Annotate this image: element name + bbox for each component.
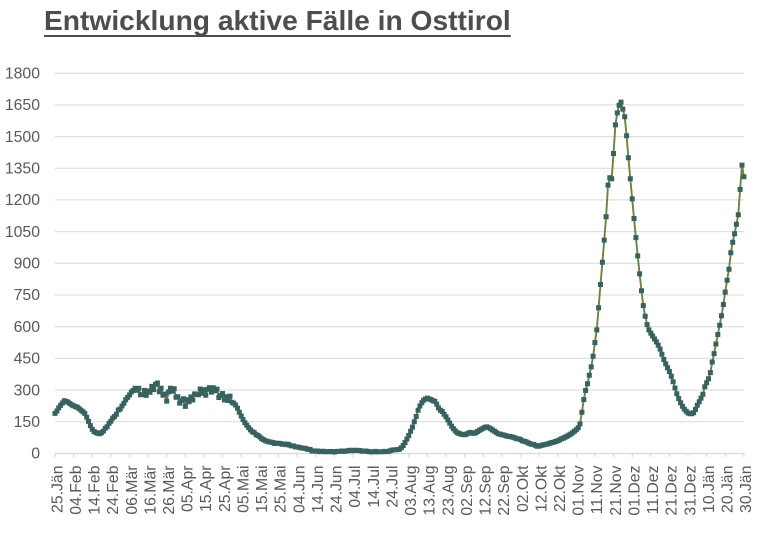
svg-text:04.Jul: 04.Jul xyxy=(347,466,364,508)
svg-text:04.Feb: 04.Feb xyxy=(68,465,85,514)
svg-text:1350: 1350 xyxy=(5,160,40,177)
svg-text:750: 750 xyxy=(14,287,41,304)
svg-text:21.Nov: 21.Nov xyxy=(608,465,625,515)
svg-text:15.Apr: 15.Apr xyxy=(198,466,215,513)
svg-text:0: 0 xyxy=(31,446,40,463)
svg-text:1650: 1650 xyxy=(5,97,40,114)
svg-text:04.Jun: 04.Jun xyxy=(291,466,308,513)
svg-text:01.Nov: 01.Nov xyxy=(571,465,588,515)
svg-text:25.Mai: 25.Mai xyxy=(273,466,290,513)
svg-text:22.Okt: 22.Okt xyxy=(552,465,569,512)
svg-text:1050: 1050 xyxy=(5,224,40,241)
svg-text:15.Mai: 15.Mai xyxy=(254,466,271,513)
svg-text:01.Dez: 01.Dez xyxy=(627,465,644,515)
svg-text:150: 150 xyxy=(14,414,41,431)
svg-text:13.Aug: 13.Aug xyxy=(422,466,439,516)
svg-text:1800: 1800 xyxy=(5,65,40,82)
svg-text:12.Okt: 12.Okt xyxy=(533,465,550,512)
svg-text:22.Sep: 22.Sep xyxy=(496,465,513,515)
svg-text:14.Feb: 14.Feb xyxy=(87,465,104,514)
svg-text:05.Mai: 05.Mai xyxy=(236,466,253,513)
svg-text:11.Nov: 11.Nov xyxy=(589,465,606,514)
svg-text:24.Feb: 24.Feb xyxy=(105,465,122,514)
svg-text:14.Jun: 14.Jun xyxy=(310,466,327,513)
svg-text:24.Jun: 24.Jun xyxy=(329,466,346,513)
svg-text:31.Dez: 31.Dez xyxy=(682,465,699,515)
svg-text:24.Jul: 24.Jul xyxy=(384,466,401,508)
svg-text:03.Aug: 03.Aug xyxy=(403,466,420,516)
svg-text:16.Mär: 16.Mär xyxy=(142,466,159,515)
svg-text:23.Aug: 23.Aug xyxy=(440,466,457,516)
svg-text:30.Jän: 30.Jän xyxy=(738,466,755,513)
svg-text:02.Okt: 02.Okt xyxy=(515,465,532,512)
svg-text:25.Jän: 25.Jän xyxy=(49,466,66,513)
svg-text:10.Jän: 10.Jän xyxy=(701,466,718,513)
svg-text:450: 450 xyxy=(14,351,41,368)
svg-text:600: 600 xyxy=(14,319,41,336)
svg-text:21.Dez: 21.Dez xyxy=(664,465,681,515)
svg-text:26.Mär: 26.Mär xyxy=(161,466,178,515)
svg-text:14.Jul: 14.Jul xyxy=(366,466,383,508)
svg-text:11.Dez: 11.Dez xyxy=(645,465,662,514)
svg-text:25.Apr: 25.Apr xyxy=(217,466,234,513)
svg-text:06.Mär: 06.Mär xyxy=(124,466,141,515)
svg-text:12.Sep: 12.Sep xyxy=(478,465,495,515)
svg-text:900: 900 xyxy=(14,256,41,273)
svg-text:20.Jän: 20.Jän xyxy=(720,466,737,513)
svg-text:05.Apr: 05.Apr xyxy=(180,466,197,513)
svg-text:1500: 1500 xyxy=(5,129,40,146)
svg-text:02.Sep: 02.Sep xyxy=(459,465,476,515)
svg-text:1200: 1200 xyxy=(5,192,40,209)
svg-text:300: 300 xyxy=(14,382,41,399)
